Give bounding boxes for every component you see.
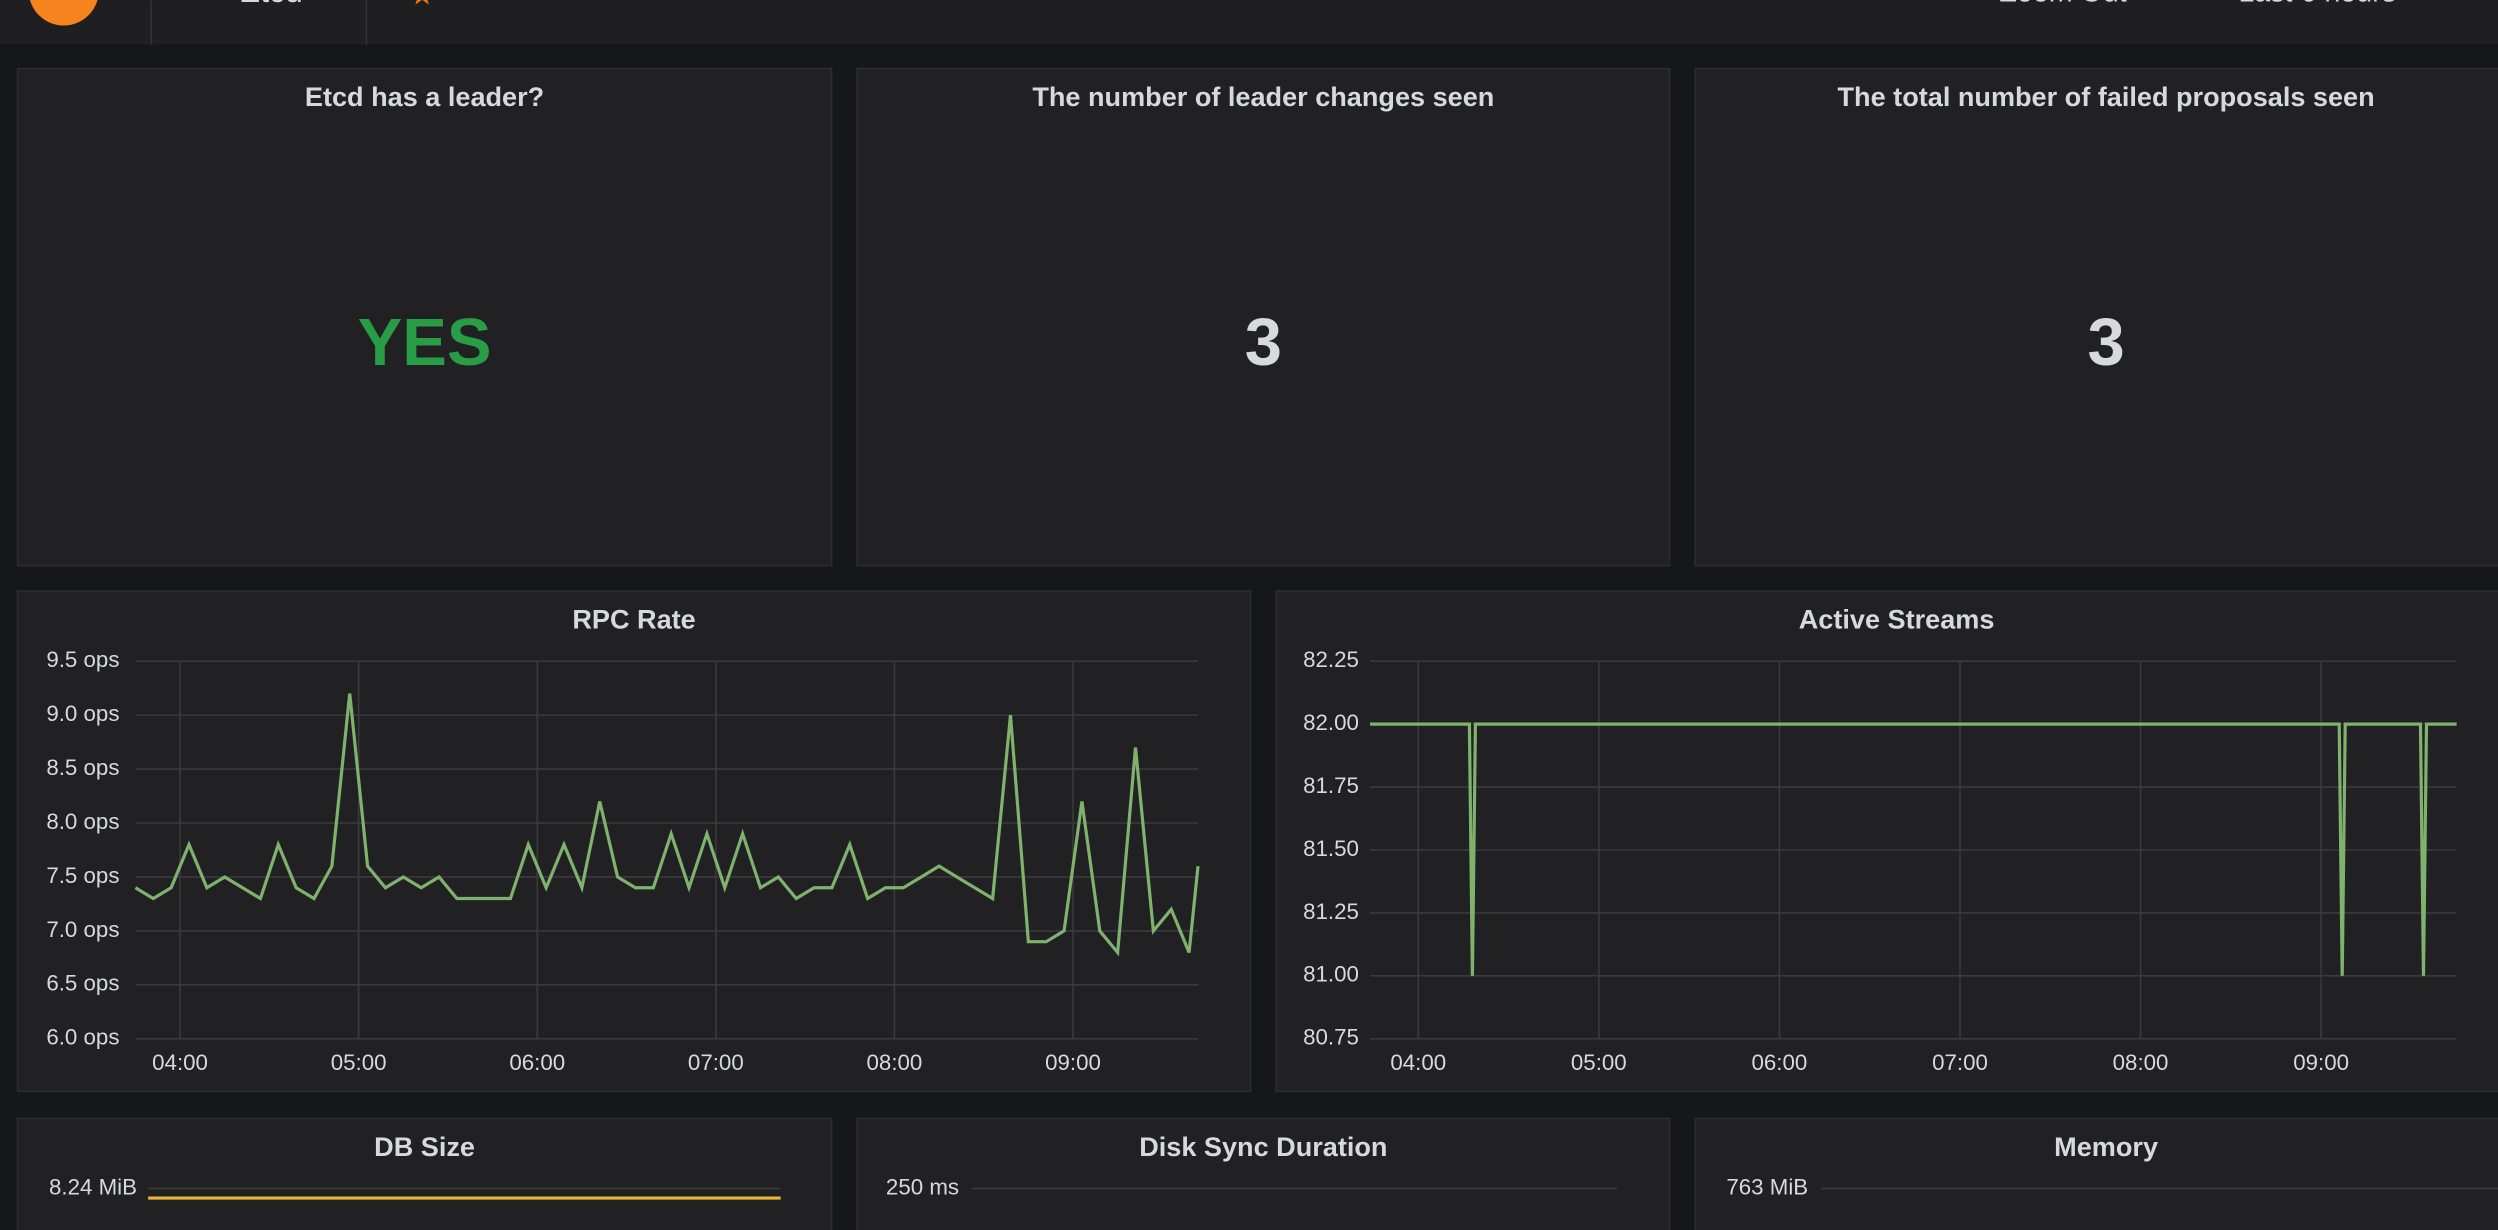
navbar xyxy=(0,0,2498,45)
x-tick-label: 09:00 xyxy=(2293,1050,2349,1075)
dashboard-picker[interactable]: Etcd xyxy=(239,0,303,9)
x-tick-label: 07:00 xyxy=(688,1050,744,1075)
y-tick-label: 81.25 xyxy=(1303,899,1359,924)
y-tick-label: 250 ms xyxy=(886,1174,959,1199)
panel xyxy=(16,590,1252,1093)
logo[interactable] xyxy=(29,0,99,26)
panel xyxy=(1694,67,2498,567)
panel xyxy=(1694,1117,2498,1230)
panel-title: RPC Rate xyxy=(572,604,695,635)
y-tick-label: 8.0 ops xyxy=(46,809,119,834)
y-tick-label: 82.00 xyxy=(1303,710,1359,735)
y-tick-label: 9.5 ops xyxy=(46,647,119,672)
star-icon[interactable]: ★ xyxy=(409,0,435,11)
y-tick-label: 763 MiB xyxy=(1726,1174,1808,1199)
x-tick-label: 06:00 xyxy=(509,1050,565,1075)
x-tick-label: 04:00 xyxy=(152,1050,208,1075)
x-tick-label: 08:00 xyxy=(867,1050,923,1075)
y-tick-label: 81.75 xyxy=(1303,773,1359,798)
y-tick-label: 8.5 ops xyxy=(46,755,119,780)
panel-title: DB Size xyxy=(374,1131,475,1162)
time-range[interactable]: Last 6 hours xyxy=(2238,0,2396,8)
series-line xyxy=(134,693,1200,957)
x-tick-label: 06:00 xyxy=(1751,1050,1807,1075)
panel-title: Memory xyxy=(2054,1131,2158,1162)
x-tick-label: 04:00 xyxy=(1390,1050,1446,1075)
y-tick-label: 6.5 ops xyxy=(46,971,119,996)
panel-title: Disk Sync Duration xyxy=(1139,1131,1387,1162)
x-tick-label: 05:00 xyxy=(1571,1050,1627,1075)
y-tick-label: 7.5 ops xyxy=(46,863,119,888)
y-tick-label: 82.25 xyxy=(1303,647,1359,672)
y-tick-label: 7.0 ops xyxy=(46,917,119,942)
y-tick-label: 80.75 xyxy=(1303,1025,1359,1050)
panel xyxy=(1275,590,2498,1093)
x-tick-label: 05:00 xyxy=(331,1050,387,1075)
panel-title: Etcd has a leader? xyxy=(305,81,544,112)
panel xyxy=(856,1117,1671,1230)
y-tick-label: 81.00 xyxy=(1303,962,1359,987)
y-tick-label: 9.0 ops xyxy=(46,701,119,726)
stat-value: 3 xyxy=(2087,305,2124,380)
panel xyxy=(856,67,1671,567)
panel xyxy=(16,1117,833,1230)
series-line xyxy=(1370,722,2457,976)
y-tick-label: 6.0 ops xyxy=(46,1025,119,1050)
x-tick-label: 08:00 xyxy=(2113,1050,2169,1075)
panel-title: The total number of failed proposals see… xyxy=(1838,81,2375,112)
panel-title: Active Streams xyxy=(1799,604,1995,635)
panel-title: The number of leader changes seen xyxy=(1032,81,1494,112)
x-tick-label: 09:00 xyxy=(1045,1050,1101,1075)
stat-value: YES xyxy=(358,305,492,380)
x-tick-label: 07:00 xyxy=(1932,1050,1988,1075)
panel xyxy=(16,67,833,567)
y-tick-label: 8.24 MiB xyxy=(49,1174,137,1199)
zoom-out[interactable]: Zoom Out xyxy=(1999,0,2126,8)
stat-value: 3 xyxy=(1245,305,1282,380)
y-tick-label: 81.50 xyxy=(1303,836,1359,861)
